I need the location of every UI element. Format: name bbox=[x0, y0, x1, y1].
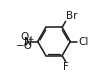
Text: N: N bbox=[24, 37, 32, 46]
Text: O: O bbox=[21, 32, 29, 42]
Text: −O: −O bbox=[16, 41, 33, 51]
Text: +: + bbox=[27, 35, 33, 44]
Text: Cl: Cl bbox=[78, 37, 88, 46]
Text: F: F bbox=[63, 62, 69, 72]
Text: Br: Br bbox=[66, 11, 78, 21]
